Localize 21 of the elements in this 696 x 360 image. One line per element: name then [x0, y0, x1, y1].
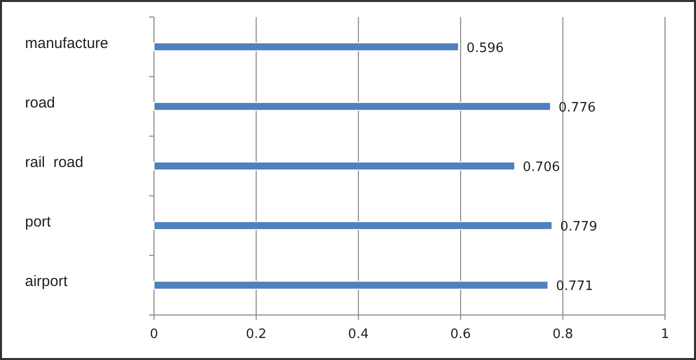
data-label: 0.771 [556, 279, 594, 294]
data-label: 0.776 [558, 100, 596, 116]
x-tick-label: 0.2 [246, 327, 267, 342]
x-tick-label: 0.6 [450, 327, 471, 342]
bar [154, 162, 516, 170]
x-tick-label: 1 [660, 327, 670, 342]
data-label: 0.596 [466, 40, 504, 56]
y-tick-label: manufacture [25, 34, 108, 52]
data-label: 0.779 [560, 220, 598, 235]
bar [154, 280, 548, 290]
data-label: 0.706 [522, 160, 560, 175]
x-tick-label: 0.4 [348, 327, 369, 342]
y-tick-label: rail road [25, 154, 84, 171]
x-tick-label: 0.8 [552, 327, 574, 342]
bar [154, 42, 460, 52]
x-tick-label: 0 [150, 327, 158, 342]
y-tick-label: port [25, 214, 52, 231]
bar [154, 102, 552, 111]
y-tick-label: road [25, 94, 56, 112]
y-tick-label: airport [25, 273, 68, 290]
bar [154, 221, 553, 230]
